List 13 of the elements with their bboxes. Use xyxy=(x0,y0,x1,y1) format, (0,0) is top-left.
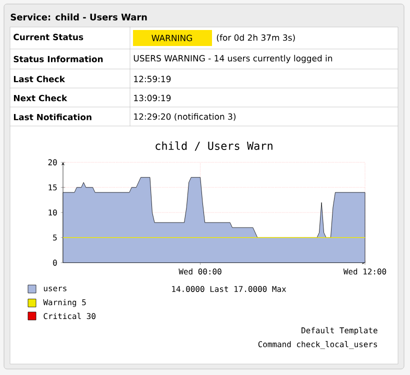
text: 13:09:19 xyxy=(134,94,171,102)
text: Status Information xyxy=(14,56,103,62)
text: Service: child - Users Warn xyxy=(10,14,147,20)
text: USERS WARNING - 14 users currently logged in xyxy=(134,54,332,64)
text: Next Check xyxy=(14,94,68,102)
text: 12:29:20 (notification 3) xyxy=(134,113,236,121)
chart-title: child / Users Warn xyxy=(156,141,272,151)
text: Last Check xyxy=(14,76,66,82)
text: WARNING xyxy=(152,34,192,42)
text: Current Status xyxy=(14,34,84,40)
text: (for 0d 2h 37m 3s) xyxy=(216,34,295,42)
text: Last Notification xyxy=(14,114,92,120)
text: 12:59:19 xyxy=(134,76,171,82)
